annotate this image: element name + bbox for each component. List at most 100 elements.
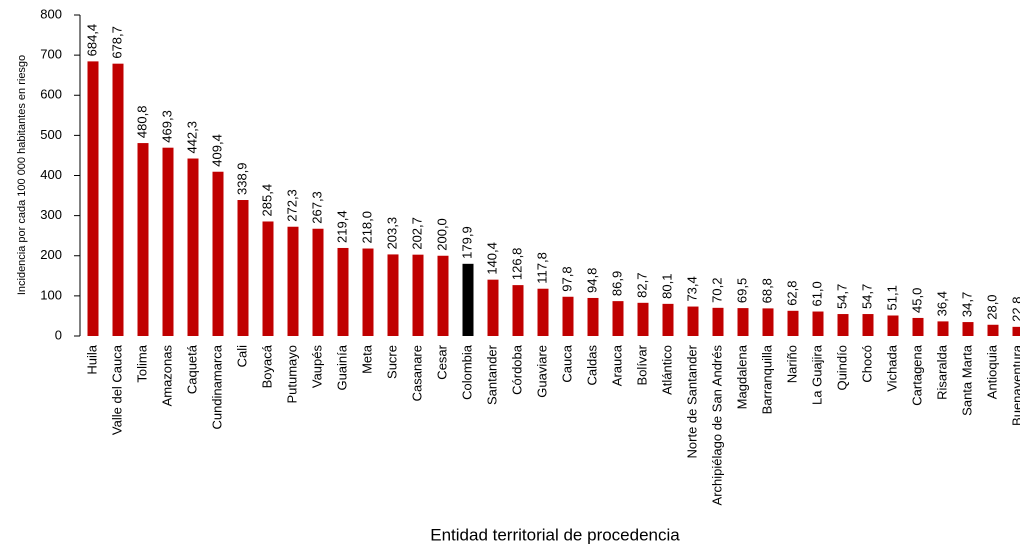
bar — [812, 311, 824, 336]
x-tick-label: Guainía — [334, 344, 349, 390]
x-tick-label: La Guajira — [809, 344, 824, 405]
bar — [312, 228, 324, 336]
value-label: 480,8 — [134, 106, 149, 139]
x-tick-label: Cundinamarca — [209, 344, 224, 429]
value-label: 34,7 — [959, 292, 974, 317]
value-label: 22,8 — [1009, 297, 1020, 322]
x-tick-label: Colombia — [459, 344, 474, 400]
bar — [362, 248, 374, 336]
x-tick-label: Quindío — [834, 345, 849, 391]
x-tick-label: Boyacá — [259, 344, 274, 388]
x-tick-label: Vichada — [884, 344, 899, 392]
bar — [387, 254, 399, 336]
bar — [962, 322, 974, 336]
x-tick-label: Córdoba — [509, 344, 524, 395]
x-tick-label: Tolima — [134, 344, 149, 382]
value-label: 202,7 — [409, 217, 424, 250]
y-tick-label: 600 — [40, 87, 62, 102]
x-tick-label: Caldas — [584, 345, 599, 386]
x-tick-label: Vaupés — [309, 345, 324, 389]
x-tick-label: Risaralda — [934, 344, 949, 400]
y-tick-label: 0 — [55, 327, 62, 342]
value-label: 69,5 — [734, 278, 749, 303]
x-tick-label: Barranquilla — [759, 344, 774, 414]
x-tick-label: Magdalena — [734, 344, 749, 409]
bar — [762, 308, 774, 336]
value-label: 218,0 — [359, 211, 374, 244]
x-tick-label: Cauca — [559, 344, 574, 382]
y-tick-label: 500 — [40, 127, 62, 142]
bar — [237, 200, 249, 336]
bar — [662, 303, 674, 336]
x-tick-label: Santa Marta — [959, 344, 974, 416]
x-tick-label: Buenaventura — [1009, 344, 1020, 426]
bar — [287, 226, 299, 336]
bar — [912, 317, 924, 336]
x-tick-label: Cartagena — [909, 344, 924, 405]
x-tick-label: Bolívar — [634, 344, 649, 385]
y-tick-label: 200 — [40, 247, 62, 262]
value-label: 338,9 — [234, 162, 249, 195]
x-tick-label: Putumayo — [284, 345, 299, 404]
y-tick-label: 300 — [40, 207, 62, 222]
x-tick-label: Atlántico — [659, 345, 674, 395]
bar — [612, 301, 624, 336]
bar — [87, 61, 99, 337]
value-label: 126,8 — [509, 248, 524, 281]
bar — [112, 63, 124, 336]
bar — [587, 297, 599, 336]
value-label: 80,1 — [659, 274, 674, 299]
y-tick-label: 800 — [40, 6, 62, 21]
value-label: 409,4 — [209, 134, 224, 167]
value-label: 469,3 — [159, 110, 174, 143]
x-tick-label: Valle del Cauca — [109, 344, 124, 435]
bar — [412, 254, 424, 336]
bar — [737, 308, 749, 336]
x-tick-label: Arauca — [609, 344, 624, 386]
bar — [562, 296, 574, 336]
bar — [212, 171, 224, 336]
bar — [262, 221, 274, 336]
bar — [687, 306, 699, 336]
value-label: 203,3 — [384, 217, 399, 250]
y-tick-label: 700 — [40, 47, 62, 62]
y-tick-label: 100 — [40, 287, 62, 302]
bar — [187, 158, 199, 336]
bar — [787, 310, 799, 336]
value-label: 272,3 — [284, 189, 299, 222]
bar — [637, 302, 649, 336]
x-tick-label: Antioquia — [984, 344, 999, 399]
x-tick-label: Meta — [359, 344, 374, 374]
value-label: 97,8 — [559, 266, 574, 291]
y-tick-label: 400 — [40, 167, 62, 182]
value-label: 285,4 — [259, 184, 274, 217]
bar — [462, 263, 474, 336]
bar — [887, 315, 899, 336]
bar — [537, 288, 549, 336]
bar — [437, 255, 449, 336]
value-label: 117,8 — [534, 252, 549, 284]
value-label: 219,4 — [334, 210, 349, 243]
x-tick-label: Cali — [234, 345, 249, 368]
bar — [512, 285, 524, 336]
x-tick-label: Amazonas — [159, 345, 174, 407]
bar — [837, 314, 849, 336]
x-tick-label: Norte de Santander — [684, 344, 699, 458]
x-tick-label: Cesar — [434, 344, 449, 379]
bar — [1012, 326, 1020, 336]
x-tick-label: Huila — [84, 344, 99, 374]
bar — [937, 321, 949, 336]
x-tick-label: Nariño — [784, 345, 799, 383]
bar — [162, 147, 174, 336]
value-label: 200,0 — [434, 218, 449, 251]
value-label: 684,4 — [84, 24, 99, 57]
x-axis-label: Entidad territorial de procedencia — [430, 525, 680, 544]
value-label: 70,2 — [709, 278, 724, 303]
value-label: 68,8 — [759, 278, 774, 303]
value-label: 82,7 — [634, 273, 649, 298]
y-axis-label: Incidencia por cada 100 000 habitantes e… — [16, 55, 28, 295]
x-tick-label: Caquetá — [184, 344, 199, 394]
value-label: 28,0 — [984, 294, 999, 319]
bar — [987, 324, 999, 336]
value-label: 54,7 — [859, 284, 874, 309]
